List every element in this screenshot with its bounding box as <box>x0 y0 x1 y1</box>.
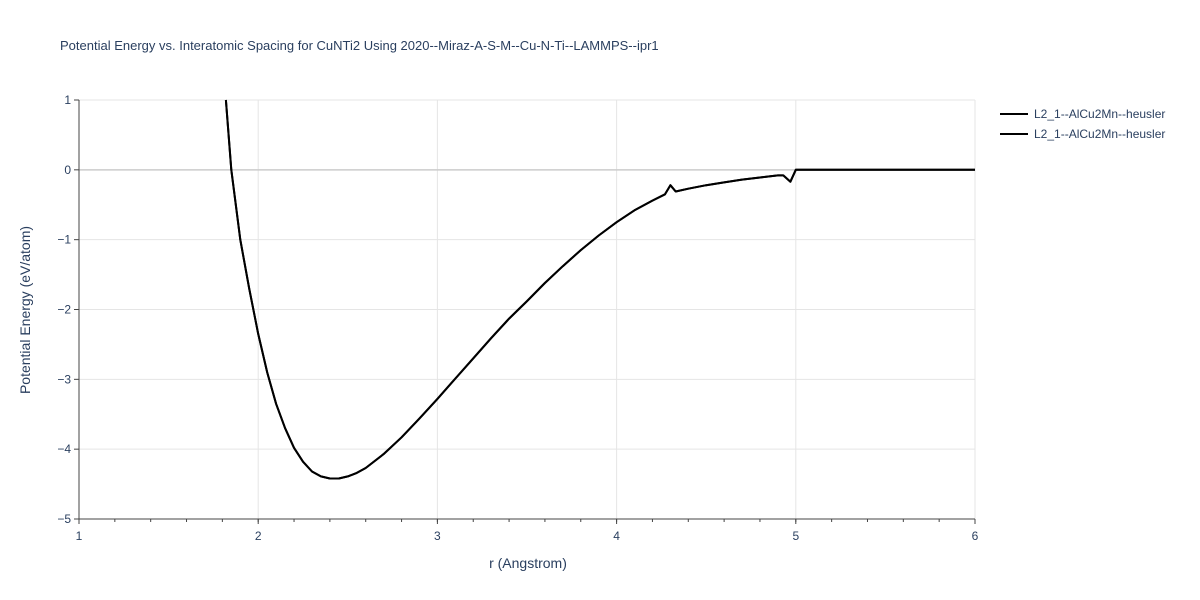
series-line-1 <box>224 99 975 480</box>
chart-title: Potential Energy vs. Interatomic Spacing… <box>60 38 659 53</box>
x-tick-label: 2 <box>255 529 262 543</box>
x-tick-label: 5 <box>792 529 799 543</box>
legend[interactable]: L2_1--AlCu2Mn--heusler L2_1--AlCu2Mn--heu… <box>1000 107 1165 141</box>
x-tick-label: 3 <box>434 529 441 543</box>
y-tick-label: −2 <box>57 303 71 317</box>
grid <box>79 99 976 519</box>
x-tick-label: 4 <box>613 529 620 543</box>
x-axis-label: r (Angstrom) <box>489 555 567 571</box>
legend-label: L2_1--AlCu2Mn--heusler <box>1034 127 1165 141</box>
y-axis-label: Potential Energy (eV/atom) <box>17 226 33 394</box>
series-line-2 <box>224 99 975 480</box>
y-tick-label: −3 <box>57 372 71 386</box>
y-tick-label: 1 <box>64 93 71 107</box>
axes: 1 2 3 4 5 6 1 0 −1 −2 −3 −4 −5 <box>57 93 978 543</box>
legend-item-2[interactable]: L2_1--AlCu2Mn--heusler <box>1000 127 1165 141</box>
plot-area <box>224 99 975 480</box>
y-tick-label: 0 <box>64 163 71 177</box>
legend-label: L2_1--AlCu2Mn--heusler <box>1034 107 1165 121</box>
y-tick-label: −1 <box>57 233 71 247</box>
x-tick-label: 6 <box>972 529 979 543</box>
y-tick-label: −5 <box>57 512 71 526</box>
legend-item-1[interactable]: L2_1--AlCu2Mn--heusler <box>1000 107 1165 121</box>
x-tick-label: 1 <box>76 529 83 543</box>
y-tick-label: −4 <box>57 442 71 456</box>
